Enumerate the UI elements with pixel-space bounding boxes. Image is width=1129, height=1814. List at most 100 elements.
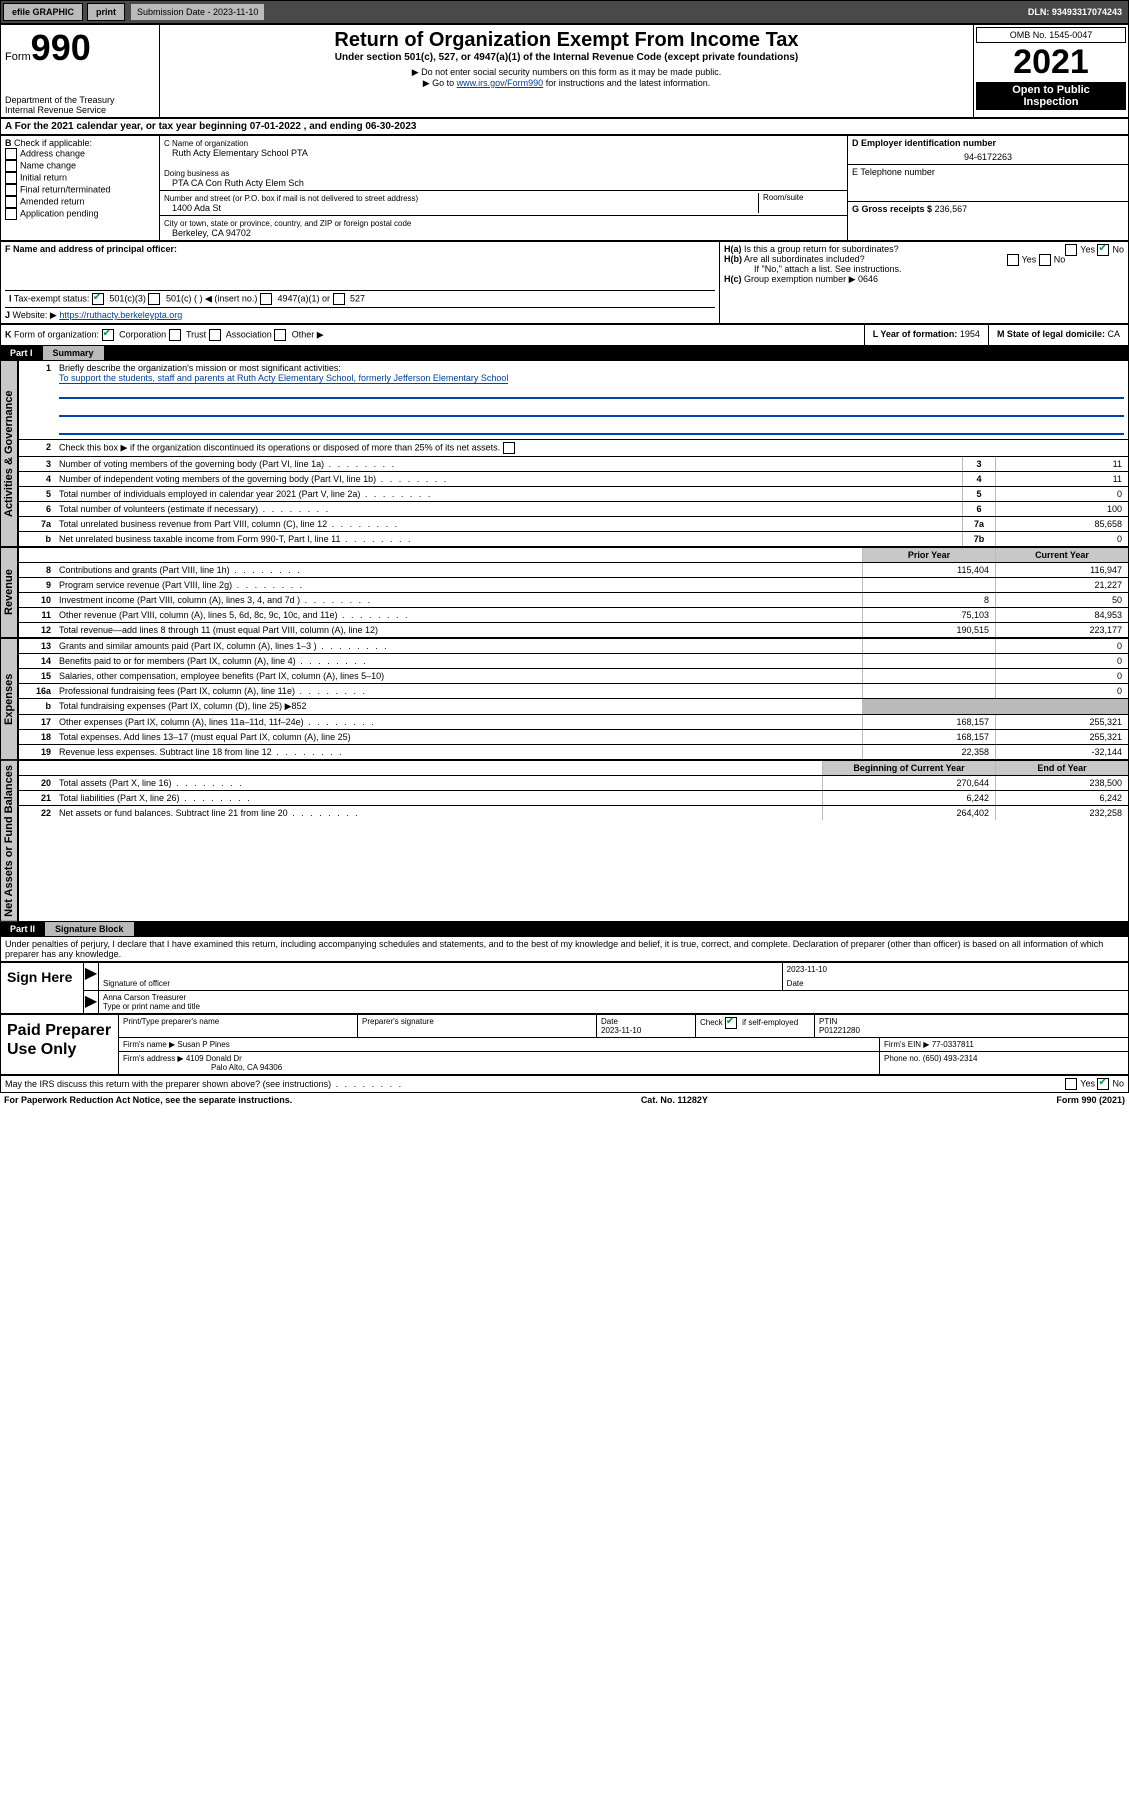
net-20p: 270,644 xyxy=(822,776,995,790)
rev-8p: 115,404 xyxy=(862,563,995,577)
rev-11c: 84,953 xyxy=(995,608,1128,622)
firm-addr: 4109 Donald Dr xyxy=(186,1054,242,1063)
print-btn[interactable]: print xyxy=(87,3,125,21)
exp-16ac: 0 xyxy=(995,684,1128,698)
exp-18c: 255,321 xyxy=(995,730,1128,744)
ck-527[interactable] xyxy=(333,293,345,305)
exp-section: Expenses 13Grants and similar amounts pa… xyxy=(0,638,1129,760)
irs-link[interactable]: www.irs.gov/Form990 xyxy=(457,78,544,88)
ck-other[interactable] xyxy=(274,329,286,341)
ck-selfemp[interactable] xyxy=(725,1017,737,1029)
ptin: P01221280 xyxy=(819,1026,860,1035)
val-7a: 85,658 xyxy=(995,517,1128,531)
opt-initial[interactable]: Initial return xyxy=(20,172,67,182)
officer-name: Anna Carson Treasurer xyxy=(103,993,1124,1002)
form-header: Form990 Department of the Treasury Inter… xyxy=(0,24,1129,118)
net-22p: 264,402 xyxy=(822,806,995,820)
domicile: CA xyxy=(1107,329,1120,339)
gov-tab: Activities & Governance xyxy=(0,360,18,547)
rev-tab: Revenue xyxy=(0,547,18,638)
dba: PTA CA Con Ruth Acty Elem Sch xyxy=(172,178,304,188)
form-number: 990 xyxy=(31,27,91,68)
firm-name: Susan P Pines xyxy=(177,1040,229,1049)
exp-17p: 168,157 xyxy=(862,715,995,729)
may-no[interactable] xyxy=(1097,1078,1109,1090)
net-22c: 232,258 xyxy=(995,806,1128,820)
rev-10c: 50 xyxy=(995,593,1128,607)
org-name: Ruth Acty Elementary School PTA xyxy=(172,148,308,158)
ck-501c3[interactable] xyxy=(92,293,104,305)
opt-final[interactable]: Final return/terminated xyxy=(20,184,111,194)
website[interactable]: https://ruthacty.berkeleypta.org xyxy=(59,310,182,320)
exp-19c: -32,144 xyxy=(995,745,1128,759)
ein: 94-6172263 xyxy=(852,152,1124,162)
dln: DLN: 93493317074243 xyxy=(1028,7,1128,17)
irs: Internal Revenue Service xyxy=(5,105,155,115)
identity-block: B Check if applicable: Address change Na… xyxy=(0,135,1129,241)
efile-btn[interactable]: efile GRAPHIC xyxy=(3,3,83,21)
submission-date: Submission Date - 2023-11-10 xyxy=(131,4,264,20)
ck-4947[interactable] xyxy=(260,293,272,305)
form-title: Return of Organization Exempt From Incom… xyxy=(164,29,969,52)
open-public: Open to PublicInspection xyxy=(976,82,1126,110)
ck-assoc[interactable] xyxy=(209,329,221,341)
val-3: 11 xyxy=(995,457,1128,471)
subtitle3: ▶ Go to www.irs.gov/Form990 for instruct… xyxy=(164,78,969,89)
gross-receipts: 236,567 xyxy=(935,204,968,214)
gov-section: Activities & Governance 1 Briefly descri… xyxy=(0,360,1129,547)
net-tab: Net Assets or Fund Balances xyxy=(0,760,18,922)
subtitle1: Under section 501(c), 527, or 4947(a)(1)… xyxy=(164,52,969,63)
net-section: Net Assets or Fund Balances Beginning of… xyxy=(0,760,1129,922)
rev-8c: 116,947 xyxy=(995,563,1128,577)
opt-name[interactable]: Name change xyxy=(20,160,76,170)
exp-15c: 0 xyxy=(995,669,1128,683)
opt-address[interactable]: Address change xyxy=(20,148,85,158)
omb: OMB No. 1545-0047 xyxy=(976,27,1126,43)
opt-amended[interactable]: Amended return xyxy=(20,196,85,206)
exp-tab: Expenses xyxy=(0,638,18,760)
top-bar: efile GRAPHIC print Submission Date - 20… xyxy=(0,0,1129,24)
ck-trust[interactable] xyxy=(169,329,181,341)
ck-501c[interactable] xyxy=(148,293,160,305)
exp-14c: 0 xyxy=(995,654,1128,668)
form-label: Form xyxy=(5,51,31,63)
rev-10p: 8 xyxy=(862,593,995,607)
net-20c: 238,500 xyxy=(995,776,1128,790)
exp-19p: 22,358 xyxy=(862,745,995,759)
fh-block: F Name and address of principal officer:… xyxy=(0,241,1129,324)
exp-18p: 168,157 xyxy=(862,730,995,744)
rev-9p xyxy=(862,578,995,592)
dept: Department of the Treasury xyxy=(5,95,155,105)
group-exemption: 0646 xyxy=(858,274,878,284)
paid-block: Paid Preparer Use Only Print/Type prepar… xyxy=(0,1014,1129,1075)
tax-year: 2021 xyxy=(976,43,1126,82)
ck-corp[interactable] xyxy=(102,329,114,341)
net-21p: 6,242 xyxy=(822,791,995,805)
opt-pending[interactable]: Application pending xyxy=(20,208,99,218)
footer: For Paperwork Reduction Act Notice, see … xyxy=(0,1093,1129,1107)
year-formed: 1954 xyxy=(960,329,980,339)
city: Berkeley, CA 94702 xyxy=(172,228,251,238)
part1-header: Part I Summary xyxy=(0,346,1129,360)
net-21c: 6,242 xyxy=(995,791,1128,805)
sign-block: Sign Here ▶ Signature of officer 2023-11… xyxy=(0,962,1129,1014)
may-yes[interactable] xyxy=(1065,1078,1077,1090)
mission: To support the students, staff and paren… xyxy=(59,373,508,384)
val-5: 0 xyxy=(995,487,1128,501)
line-a: A For the 2021 calendar year, or tax yea… xyxy=(0,118,1129,135)
prep-date: 2023-11-10 xyxy=(601,1026,641,1035)
val-4: 11 xyxy=(995,472,1128,486)
val-6: 100 xyxy=(995,502,1128,516)
rev-12c: 223,177 xyxy=(995,623,1128,637)
rev-11p: 75,103 xyxy=(862,608,995,622)
sign-date: 2023-11-10 xyxy=(787,965,1124,979)
firm-phone: (650) 493-2314 xyxy=(923,1054,978,1063)
rev-section: Revenue Prior YearCurrent Year 8Contribu… xyxy=(0,547,1129,638)
exp-17c: 255,321 xyxy=(995,715,1128,729)
firm-ein: 77-0337811 xyxy=(932,1040,974,1049)
street: 1400 Ada St xyxy=(172,203,221,213)
val-7b: 0 xyxy=(995,532,1128,546)
subtitle2: ▶ Do not enter social security numbers o… xyxy=(164,67,969,78)
part2-header: Part II Signature Block xyxy=(0,922,1129,936)
exp-13c: 0 xyxy=(995,639,1128,653)
